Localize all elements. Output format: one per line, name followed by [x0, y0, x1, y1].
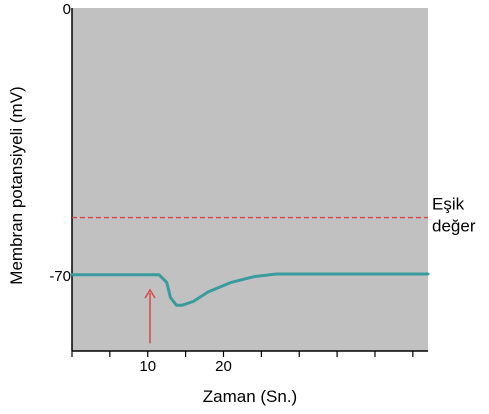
x-tick-label: 20: [215, 358, 232, 375]
y-tick-label: -70: [49, 268, 71, 285]
stimulus-arrow-head: [144, 288, 156, 299]
y-axis-title: Membran potansiyeli (mV): [7, 86, 26, 284]
threshold-label-line1: Eşik: [432, 195, 465, 214]
y-tick-label: 0: [63, 1, 71, 18]
membrane-potential-series-line: [70, 272, 430, 307]
plot-area: [72, 8, 428, 351]
stimulus-arrow: [144, 288, 156, 344]
y-axis-tick-labels: 0 -70: [49, 1, 71, 285]
x-axis-tick-labels: 10 20: [139, 358, 231, 375]
x-tick-label: 10: [139, 358, 156, 375]
x-axis-ticks: [71, 351, 414, 357]
threshold-label-line2: değer: [432, 217, 476, 236]
x-axis-title: Zaman (Sn.): [203, 387, 297, 406]
